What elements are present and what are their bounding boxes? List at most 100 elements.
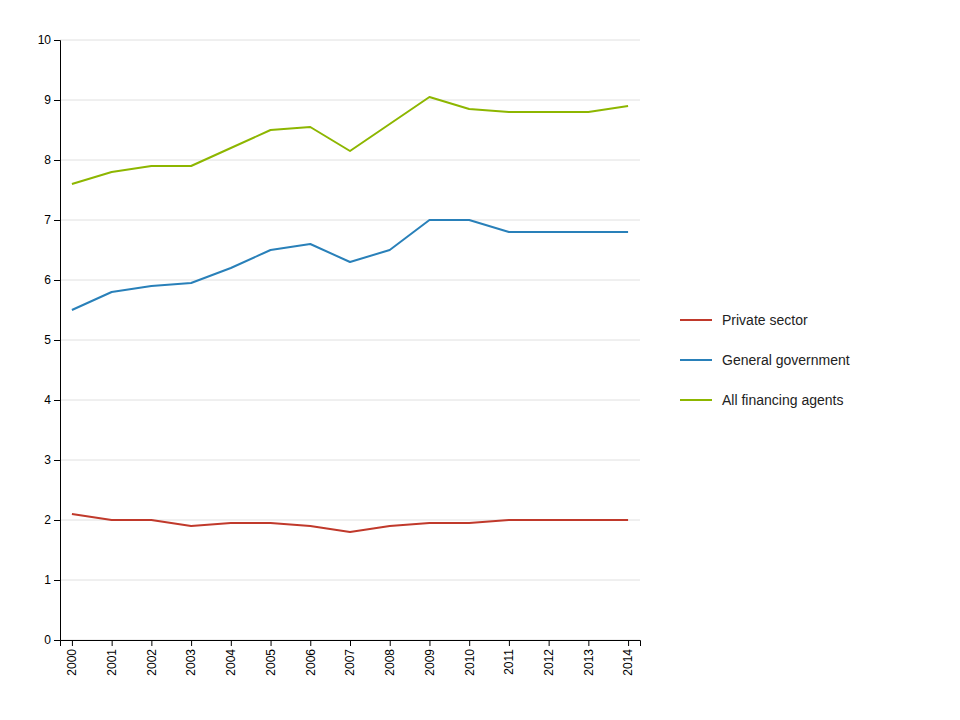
y-tick-mark [54,100,60,101]
legend-swatch [680,319,712,321]
x-tick: 2007 [343,640,357,676]
x-tick: 2012 [542,640,556,676]
x-tick-label: 2009 [423,649,437,676]
x-tick-mark [509,640,510,646]
y-axis-line [54,41,61,641]
y-tick-mark [54,340,60,341]
legend-label: General government [722,352,850,368]
x-tick: 2008 [383,640,397,676]
x-tick-mark [191,640,192,646]
y-tick-label: 5 [44,333,51,347]
grid-line [60,400,640,401]
x-axis: 2000 2001 2002 2003 2004 2005 2006 2007 2008 2009… [61,640,641,676]
y-tick-mark [54,520,60,521]
y-tick-mark [54,640,60,641]
legend-item: All financing agents [680,392,843,408]
series-line [72,97,628,184]
grid-line [60,220,640,221]
x-tick-mark [310,640,311,646]
legend-swatch [680,399,712,401]
y-tick-label: 7 [44,213,51,227]
y-tick-label: 6 [44,273,51,287]
y-tick-label: 0 [44,633,51,647]
x-tick-mark [588,640,589,646]
x-tick-label: 2006 [304,649,318,676]
x-tick-mark [271,640,272,646]
grid [60,40,640,640]
x-tick-label: 2013 [582,649,596,676]
x-tick: 2013 [582,640,596,676]
y-tick: 5 [44,333,60,347]
y-tick: 2 [44,513,60,527]
y-tick-label: 2 [44,513,51,527]
y-tick-mark [54,220,60,221]
series-line [72,514,628,532]
x-tick-mark [72,640,73,646]
plot: 2000 2001 2002 2003 2004 2005 2006 2007 2008 2009… [38,33,641,675]
y-tick-label: 9 [44,93,51,107]
x-tick-label: 2005 [264,649,278,676]
y-tick: 8 [44,153,60,167]
x-tick: 2011 [502,640,516,675]
x-tick: 2002 [145,640,159,676]
y-tick: 1 [44,573,60,587]
x-tick-label: 2008 [383,649,397,676]
series-line [72,220,628,310]
x-tick-mark [429,640,430,646]
x-tick-mark [112,640,113,646]
y-tick: 3 [44,453,60,467]
grid-line [60,160,640,161]
x-tick: 2000 [65,640,79,676]
y-tick-mark [54,160,60,161]
x-tick-label: 2010 [463,649,477,676]
y-tick-mark [54,460,60,461]
legend-item: General government [680,352,850,368]
grid-line [60,100,640,101]
chart: 2000 2001 2002 2003 2004 2005 2006 2007 2008 2009… [0,0,960,720]
y-tick: 0 [44,633,60,647]
y-tick-label: 10 [38,33,52,47]
y-tick: 6 [44,273,60,287]
grid-line [60,340,640,341]
y-tick: 7 [44,213,60,227]
x-tick-label: 2012 [542,649,556,676]
y-tick-mark [54,280,60,281]
legend-item: Private sector [680,312,808,328]
y-tick-label: 1 [44,573,51,587]
x-tick-label: 2001 [105,649,119,676]
grid-line [60,580,640,581]
legend-label: All financing agents [722,392,843,408]
x-tick-label: 2014 [621,649,635,676]
x-tick-label: 2000 [65,649,79,676]
x-tick-label: 2002 [145,649,159,676]
grid-line [60,40,640,41]
legend-label: Private sector [722,312,808,328]
y-tick: 9 [44,93,60,107]
x-tick-mark [231,640,232,646]
x-tick-label: 2007 [343,649,357,676]
x-tick-label: 2004 [224,649,238,676]
y-axis: 0 1 2 3 4 5 6 7 8 9 10 [38,33,61,647]
y-tick: 4 [44,393,60,407]
x-tick-label: 2011 [502,649,516,675]
y-tick: 10 [38,33,60,47]
y-tick-label: 8 [44,153,51,167]
x-tick-mark [628,640,629,646]
x-tick: 2004 [224,640,238,676]
x-tick-label: 2003 [184,649,198,676]
x-tick: 2014 [621,640,635,676]
x-tick-mark [350,640,351,646]
x-tick: 2010 [463,640,477,676]
x-tick: 2003 [184,640,198,676]
y-tick-mark [54,580,60,581]
y-tick-mark [54,400,60,401]
grid-line [60,280,640,281]
x-tick: 2009 [423,640,437,676]
x-tick-mark [469,640,470,646]
lines [72,97,628,532]
x-tick-mark [151,640,152,646]
x-axis-line [61,641,641,647]
y-tick-mark [54,40,60,41]
x-tick: 2005 [264,640,278,676]
y-tick-label: 3 [44,453,51,467]
